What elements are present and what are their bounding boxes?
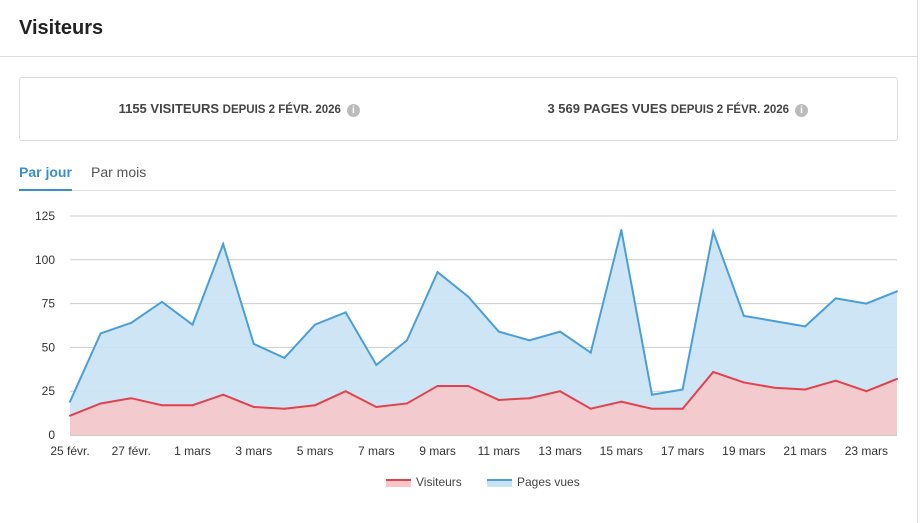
data-point	[69, 414, 71, 417]
data-point	[283, 407, 286, 410]
data-point	[344, 311, 347, 314]
area-1	[70, 371, 897, 435]
page-title: Visiteurs	[19, 16, 104, 39]
x-tick-label: 19 mars	[722, 444, 765, 458]
data-point	[650, 407, 653, 410]
data-point	[436, 271, 439, 274]
data-point	[436, 384, 439, 387]
data-point	[160, 300, 163, 303]
data-point	[834, 297, 837, 300]
data-point	[375, 405, 378, 408]
stat-value: 3 569 PAGES VUES	[547, 101, 668, 117]
data-point	[865, 390, 868, 393]
data-point	[834, 379, 837, 382]
x-tick-label: 15 mars	[600, 444, 643, 458]
data-point	[252, 342, 255, 345]
info-icon[interactable]: i	[795, 103, 809, 117]
x-tick-label: 13 mars	[538, 444, 581, 458]
stats-panel: 1155 VISITEURS DEPUIS 2 FÉVR. 2026 i 3 56…	[19, 77, 898, 141]
data-point	[528, 339, 531, 342]
y-tick-label: 75	[42, 297, 56, 311]
data-point	[681, 407, 684, 410]
line-1	[69, 370, 898, 417]
x-tick-label: 7 mars	[358, 444, 395, 458]
y-tick-label: 50	[42, 340, 56, 354]
data-point	[559, 390, 562, 393]
stat-sub: DEPUIS 2 FÉVR. 2026	[222, 104, 341, 117]
data-point	[865, 302, 868, 305]
x-tick-label: 11 mars	[478, 444, 520, 458]
area-0	[70, 230, 897, 435]
data-point	[222, 393, 225, 396]
data-point	[589, 407, 592, 410]
data-point	[712, 370, 715, 373]
line-0	[69, 228, 898, 403]
data-point	[222, 243, 225, 246]
data-point	[559, 330, 562, 333]
data-point	[314, 404, 317, 407]
data-point	[252, 405, 255, 408]
data-point	[191, 404, 194, 407]
data-point	[99, 402, 102, 405]
info-icon[interactable]: i	[346, 103, 360, 117]
data-point	[712, 230, 715, 233]
y-tick-label: 25	[42, 384, 56, 398]
x-tick-label: 27 févr.	[112, 444, 151, 458]
x-tick-label: 1 mars	[174, 444, 211, 458]
data-point	[589, 351, 592, 354]
data-point	[742, 314, 745, 317]
data-point	[99, 332, 102, 335]
data-point	[528, 397, 531, 400]
data-point	[620, 400, 623, 403]
stat-visitors: 1155 VISITEURS DEPUIS 2 FÉVR. 2026 i	[20, 101, 459, 117]
legend-label[interactable]: Pages vues	[517, 475, 580, 489]
data-point	[160, 404, 163, 407]
x-tick-label: 25 févr.	[50, 444, 89, 458]
x-tick-label: 21 mars	[783, 444, 826, 458]
data-point	[344, 390, 347, 393]
x-tick-label: 9 mars	[419, 444, 456, 458]
panel-border	[917, 0, 918, 523]
data-point	[497, 330, 500, 333]
data-point	[681, 388, 684, 391]
data-point	[497, 398, 500, 401]
data-point	[130, 321, 133, 324]
data-point	[467, 295, 470, 298]
data-point	[804, 325, 807, 328]
stat-sub: DEPUIS 2 FÉVR. 2026	[670, 104, 790, 117]
data-point	[896, 290, 898, 293]
data-point	[69, 400, 71, 403]
x-tick-label: 23 mars	[845, 444, 888, 458]
data-point	[467, 384, 470, 387]
data-point	[314, 323, 317, 326]
stat-value: 1155 VISITEURS	[118, 101, 220, 117]
legend-swatch	[487, 479, 512, 487]
data-point	[375, 363, 378, 366]
data-point	[773, 320, 776, 323]
y-tick-label: 125	[35, 209, 55, 223]
legend-label[interactable]: Visiteurs	[416, 475, 462, 489]
data-point	[130, 397, 133, 400]
y-tick-label: 0	[48, 428, 55, 442]
tab-par-jour[interactable]: Par jour	[19, 164, 72, 191]
y-tick-label: 100	[35, 253, 55, 267]
data-point	[804, 388, 807, 391]
stat-pageviews: 3 569 PAGES VUES DEPUIS 2 FÉVR. 2026 i	[459, 101, 898, 117]
data-point	[650, 393, 653, 396]
period-tabs: Par jour Par mois	[19, 158, 896, 191]
data-point	[742, 381, 745, 384]
data-point	[620, 229, 623, 232]
x-tick-label: 3 mars	[235, 444, 272, 458]
data-point	[283, 356, 286, 359]
data-point	[896, 377, 898, 380]
data-point	[773, 386, 776, 389]
legend-swatch	[386, 479, 411, 487]
data-point	[191, 323, 194, 326]
tab-par-mois[interactable]: Par mois	[91, 164, 147, 180]
x-tick-label: 5 mars	[297, 444, 334, 458]
data-point	[405, 402, 408, 405]
x-tick-label: 17 mars	[661, 444, 704, 458]
data-point	[405, 339, 408, 342]
